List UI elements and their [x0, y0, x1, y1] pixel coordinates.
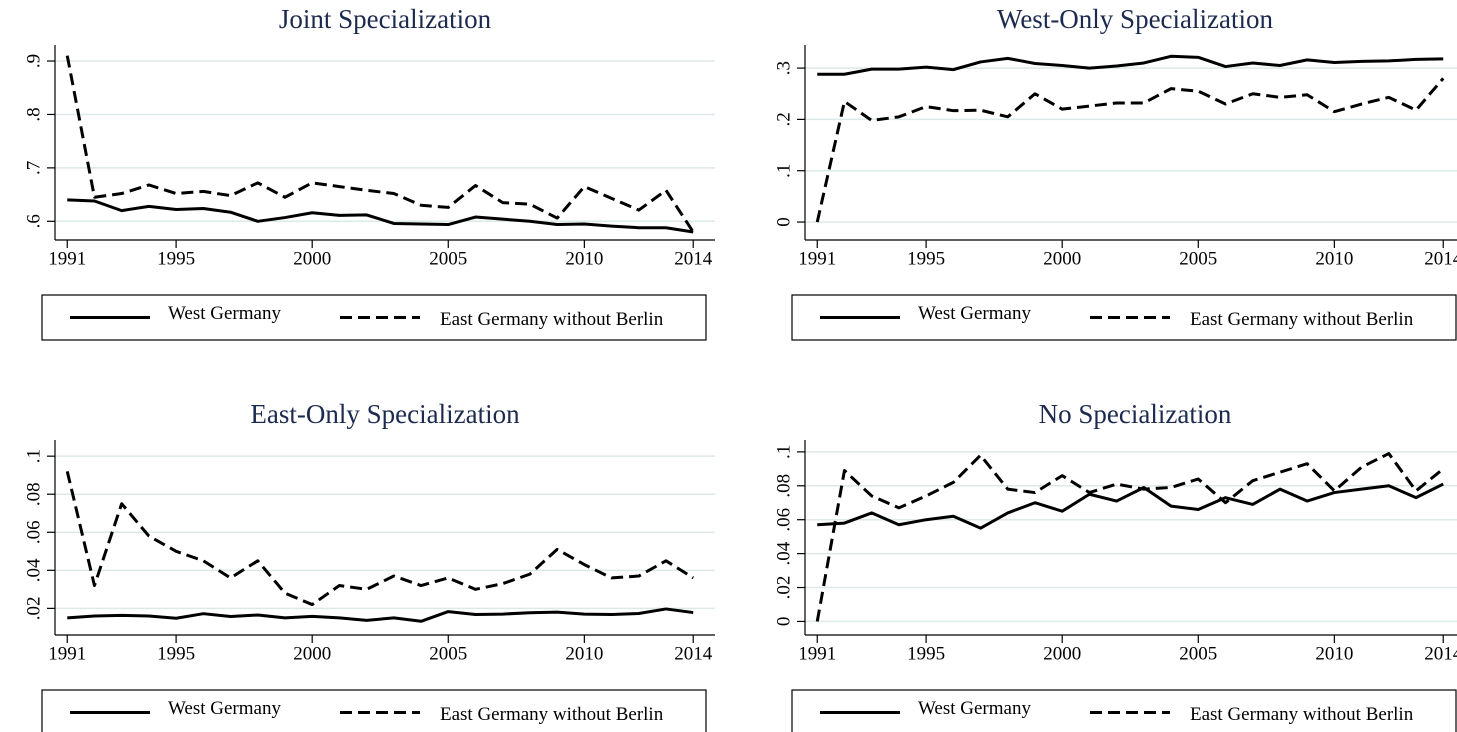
- x-tick-label: 2014: [1424, 248, 1457, 269]
- legend-box: [41, 689, 707, 732]
- x-tick-label: 1991: [798, 248, 836, 269]
- legend-box: [791, 294, 1457, 341]
- y-tick-label: .02: [773, 576, 794, 600]
- x-tick-label: 2014: [674, 248, 713, 269]
- y-tick-label: .1: [773, 445, 794, 459]
- panel-title: West-Only Specialization: [997, 4, 1273, 34]
- x-tick-label: 1995: [157, 248, 195, 269]
- y-tick-label: .6: [23, 214, 44, 228]
- y-tick-label: .8: [23, 107, 44, 121]
- y-tick-label: .02: [23, 596, 44, 620]
- x-tick-label: 2000: [293, 248, 331, 269]
- x-tick-label: 1991: [48, 248, 86, 269]
- y-tick-label: .2: [773, 112, 794, 126]
- x-tick-label: 1995: [907, 248, 945, 269]
- y-tick-label: .08: [773, 474, 794, 498]
- x-tick-label: 1995: [157, 643, 195, 664]
- series-line: [815, 77, 1445, 223]
- panel: No Specialization 0 .02 .04 .06 .08 .1 1991 1995…: [773, 399, 1457, 732]
- y-tick-label: .06: [773, 508, 794, 532]
- y-tick-label: .1: [23, 449, 44, 463]
- panel: West-Only Specialization 0 .1 .2 .3 1991 1995 2…: [773, 4, 1457, 341]
- x-tick-label: 1995: [907, 643, 945, 664]
- series-line: [67, 198, 694, 234]
- legend-box: [791, 689, 1457, 732]
- series-line: [65, 471, 695, 607]
- series-line: [815, 452, 1445, 622]
- x-tick-label: 2000: [1043, 643, 1081, 664]
- x-tick-label: 2014: [674, 643, 713, 664]
- x-tick-label: 2005: [1179, 248, 1217, 269]
- panel-title: Joint Specialization: [279, 4, 492, 34]
- y-tick-label: 0: [773, 217, 794, 227]
- x-tick-label: 2005: [1179, 643, 1217, 664]
- panel-title: East-Only Specialization: [250, 399, 520, 429]
- y-tick-label: 0: [773, 617, 794, 627]
- legend-label: West Germany: [168, 698, 281, 719]
- y-tick-label: .3: [773, 61, 794, 75]
- y-tick-label: .04: [773, 541, 794, 565]
- x-tick-label: 1991: [798, 643, 836, 664]
- x-tick-label: 2010: [565, 643, 603, 664]
- y-tick-label: .08: [23, 482, 44, 506]
- x-tick-label: 2010: [1315, 643, 1353, 664]
- legend-label: West Germany: [918, 303, 1031, 324]
- legend-label: West Germany: [168, 303, 281, 324]
- x-tick-label: 2000: [293, 643, 331, 664]
- x-tick-label: 2000: [1043, 248, 1081, 269]
- x-tick-label: 2005: [429, 643, 467, 664]
- series-line: [65, 55, 695, 233]
- x-tick-label: 1991: [48, 643, 86, 664]
- panel: East-Only Specialization .02 .04 .06 .08 .1 19…: [23, 399, 715, 732]
- panel-title: No Specialization: [1039, 399, 1232, 429]
- series-line: [67, 607, 694, 623]
- series-line: [817, 54, 1444, 76]
- x-tick-label: 2010: [565, 248, 603, 269]
- y-tick-label: .04: [23, 558, 44, 582]
- legend-label: East Germany without Berlin: [1190, 704, 1414, 725]
- panel: Joint Specialization .6 .7 .8 .9 1991 1995 2000…: [23, 4, 715, 341]
- legend-label: East Germany without Berlin: [440, 704, 664, 725]
- y-tick-label: .9: [23, 54, 44, 68]
- y-tick-label: .1: [773, 164, 794, 178]
- x-tick-label: 2010: [1315, 248, 1353, 269]
- legend-box: [41, 294, 707, 341]
- x-tick-label: 2014: [1424, 643, 1457, 664]
- legend-label: East Germany without Berlin: [1190, 309, 1414, 330]
- series-line: [817, 482, 1444, 530]
- y-tick-label: .06: [23, 520, 44, 544]
- y-tick-label: .7: [23, 161, 44, 175]
- legend-label: East Germany without Berlin: [440, 309, 664, 330]
- x-tick-label: 2005: [429, 248, 467, 269]
- legend-label: West Germany: [918, 698, 1031, 719]
